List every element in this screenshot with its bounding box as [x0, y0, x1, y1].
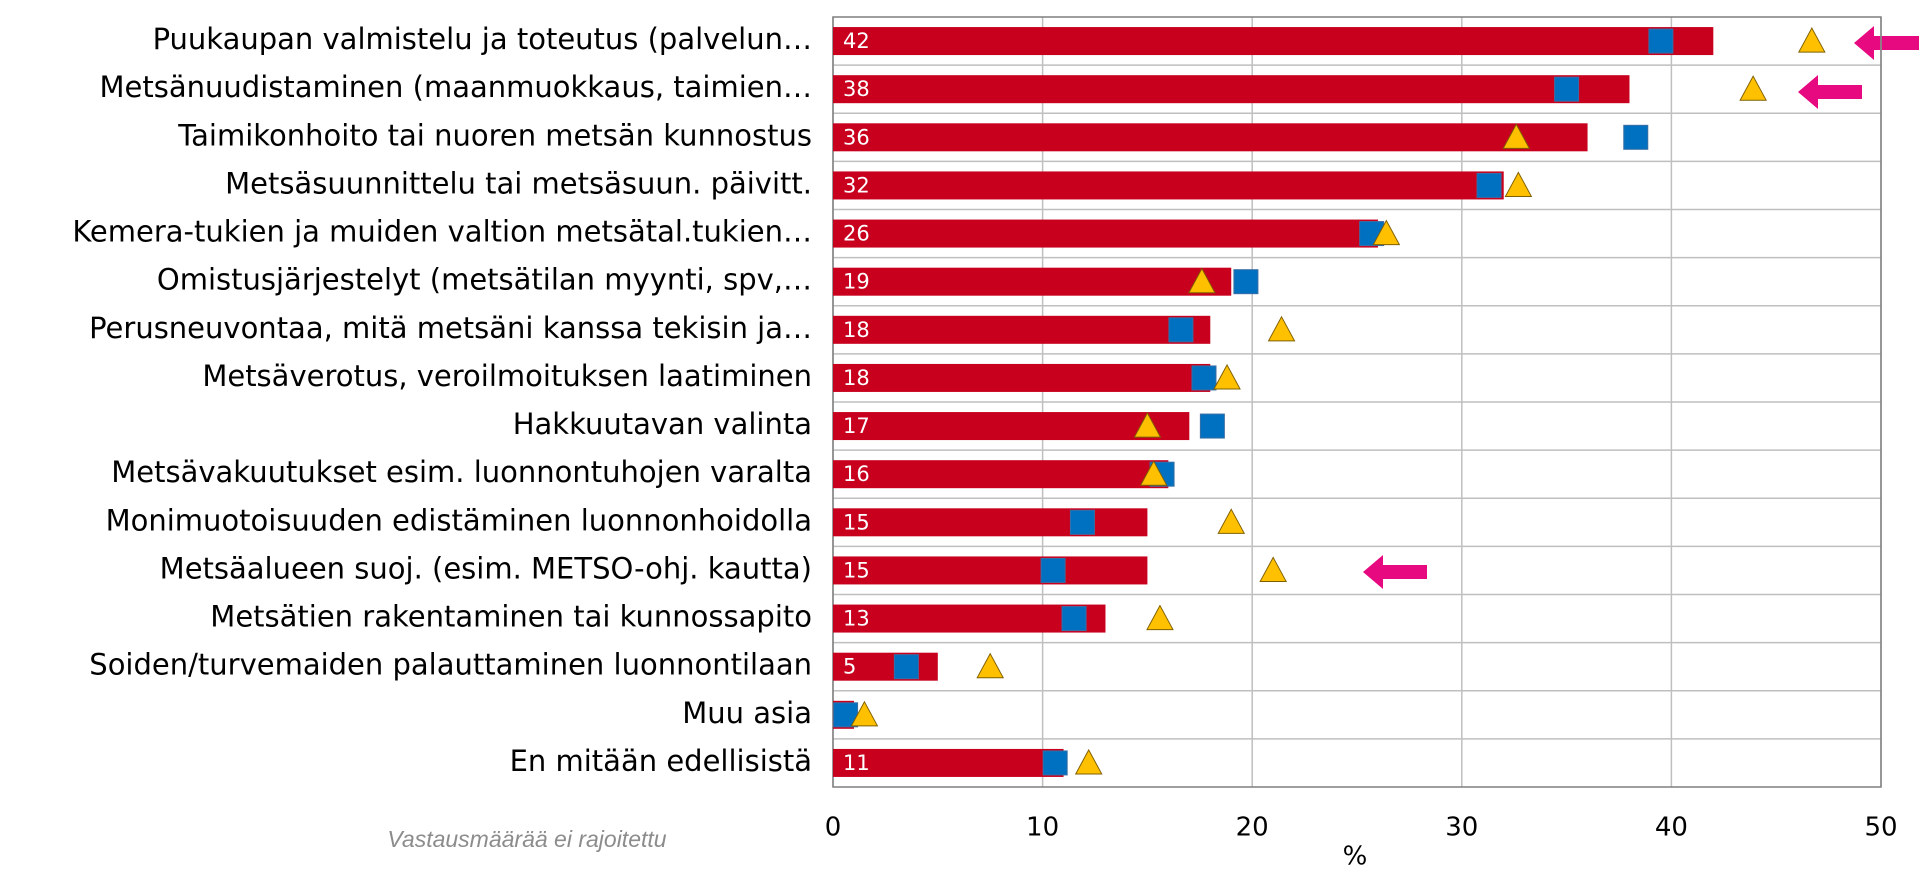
category-label: Metsänuudistaminen (maanmuokkaus, taimie…: [100, 70, 812, 104]
category-label: Monimuotoisuuden edistäminen luonnonhoid…: [106, 503, 812, 537]
value-label: 15: [843, 510, 870, 534]
bar: [833, 171, 1504, 200]
triangle-marker: [1797, 27, 1826, 53]
square-marker: [1623, 124, 1649, 150]
bar: [833, 315, 1211, 344]
arrow: [1363, 555, 1427, 589]
category-label: Taimikonhoito tai nuoren metsän kunnostu…: [177, 118, 812, 152]
bar: [833, 748, 1064, 777]
category-label: Metsäverotus, veroilmoituksen laatiminen: [202, 359, 812, 393]
note: Vastausmäärää ei rajoitettu: [387, 826, 666, 852]
bar: [833, 27, 1714, 56]
x-tick-label: 0: [825, 813, 842, 843]
square-marker: [1168, 317, 1194, 343]
value-label: 16: [843, 462, 870, 486]
value-label: 13: [843, 607, 870, 631]
bar: [833, 556, 1148, 585]
triangle-marker: [1133, 412, 1162, 438]
value-label: 36: [843, 125, 870, 149]
square-marker: [1476, 172, 1502, 198]
value-label: 32: [843, 173, 870, 197]
bar: [833, 363, 1211, 392]
category-label: Muu asia: [682, 696, 812, 730]
square-marker: [1061, 606, 1087, 632]
bar: [833, 123, 1588, 152]
square-marker: [1042, 750, 1068, 776]
square-marker: [1040, 557, 1066, 583]
triangle-marker: [1188, 267, 1216, 294]
arrow: [1854, 26, 1919, 60]
square-marker: [1648, 28, 1674, 54]
plot-frame: [832, 16, 1882, 788]
triangle-marker: [1146, 604, 1174, 631]
triangle-marker: [1074, 748, 1103, 775]
value-label: 26: [843, 222, 870, 246]
category-label: Kemera-tukien ja muiden valtion metsätal…: [72, 215, 812, 249]
triangle-marker: [1267, 315, 1296, 342]
bar: [833, 508, 1148, 537]
bar: [833, 75, 1630, 104]
category-label: Hakkuutavan valinta: [513, 407, 812, 441]
square-marker: [1554, 76, 1580, 102]
value-label: 42: [843, 29, 870, 53]
x-tick-label: 10: [1026, 813, 1059, 843]
category-label: Puukaupan valmistelu ja toteutus (palvel…: [153, 22, 812, 56]
x-tick-label: 40: [1655, 813, 1688, 843]
triangle-marker: [1502, 123, 1531, 149]
value-label: 5: [843, 655, 856, 679]
category-label: Omistusjärjestelyt (metsätilan myynti, s…: [157, 263, 812, 297]
arrow: [1798, 75, 1862, 109]
bar: [833, 604, 1106, 633]
arrows: [1363, 26, 1919, 589]
bar: [833, 219, 1378, 248]
triangle-marker: [976, 652, 1005, 679]
triangle-marker: [850, 700, 879, 727]
value-label: 38: [843, 77, 870, 101]
bar: [833, 652, 938, 681]
square-marker: [1191, 365, 1217, 391]
triangle-marker: [1372, 219, 1401, 246]
x-tick-label: 50: [1864, 813, 1897, 843]
value-label: 15: [843, 558, 870, 582]
square-marker: [1069, 509, 1095, 535]
value-label: 17: [843, 414, 870, 438]
value-label: 18: [843, 318, 870, 342]
bar: [833, 267, 1232, 296]
triangle-marker: [1139, 460, 1168, 486]
category-label: Metsäsuunnittelu tai metsäsuun. päivitt.: [225, 166, 812, 200]
category-label: Metsäalueen suoj. (esim. METSO-ohj. kaut…: [160, 551, 812, 585]
bar: [833, 412, 1190, 441]
square-marker: [1233, 269, 1259, 295]
value-label: 18: [843, 366, 870, 390]
x-tick-label: 20: [1236, 813, 1269, 843]
category-label: Metsävakuutukset esim. luonnontuhojen va…: [111, 455, 812, 489]
category-label: En mitään edellisistä: [510, 744, 812, 778]
category-label: Metsätien rakentaminen tai kunnossapito: [210, 600, 812, 634]
triangle-marker: [1259, 556, 1287, 582]
bar: [833, 460, 1169, 489]
triangle-marker: [1504, 171, 1533, 197]
triangle-marker: [1739, 75, 1767, 101]
category-label: Perusneuvontaa, mitä metsäni kanssa teki…: [89, 311, 812, 345]
value-label: 11: [843, 751, 870, 775]
square-marker: [893, 654, 919, 680]
x-tick-label: 30: [1445, 813, 1478, 843]
x-axis-label: %: [1343, 842, 1368, 870]
triangle-marker: [1217, 508, 1246, 534]
category-label: Soiden/turvemaiden palauttaminen luonnon…: [89, 648, 812, 682]
square-marker: [1199, 413, 1225, 439]
triangle-marker: [1213, 363, 1241, 390]
value-label: 19: [843, 270, 870, 294]
